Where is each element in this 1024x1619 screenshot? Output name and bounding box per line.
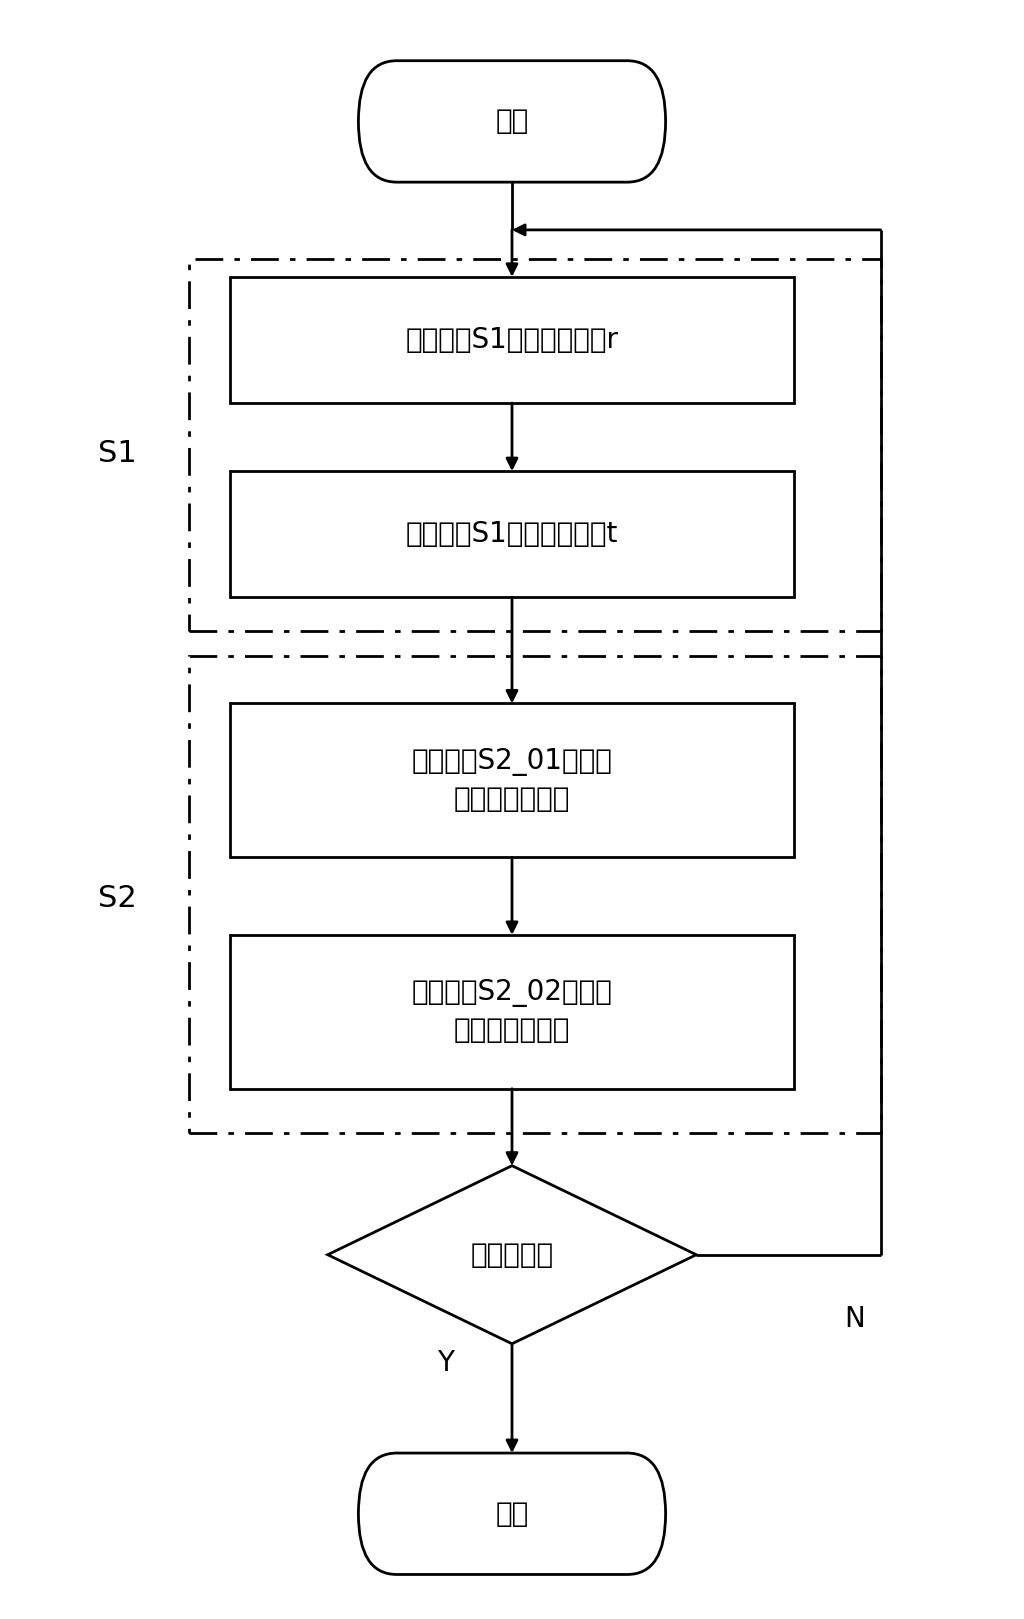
Bar [189, 259, 881, 631]
Bar [230, 936, 794, 1088]
Text: 是否收敛？: 是否收敛？ [470, 1240, 554, 1269]
Polygon shape [328, 1166, 696, 1344]
FancyBboxPatch shape [358, 60, 666, 181]
Bar [230, 471, 794, 597]
Text: 根据步骤S1更新辅助变量r: 根据步骤S1更新辅助变量r [406, 325, 618, 355]
Bar [189, 656, 881, 1133]
Bar [230, 703, 794, 858]
Text: S1: S1 [98, 439, 137, 468]
Text: 开始: 开始 [496, 107, 528, 136]
Text: 结束: 结束 [496, 1499, 528, 1528]
Text: 根据步骤S2_02更新数
字波束成形矩阵: 根据步骤S2_02更新数 字波束成形矩阵 [412, 979, 612, 1044]
Text: S2: S2 [98, 884, 137, 913]
Text: 根据步骤S1更新辅助变量t: 根据步骤S1更新辅助变量t [406, 520, 618, 549]
Text: Y: Y [437, 1349, 454, 1378]
FancyBboxPatch shape [358, 1454, 666, 1574]
Text: 根据步骤S2_01更新模
拟波束成形矩阵: 根据步骤S2_01更新模 拟波束成形矩阵 [412, 748, 612, 813]
Bar [230, 277, 794, 403]
Text: N: N [845, 1305, 865, 1334]
